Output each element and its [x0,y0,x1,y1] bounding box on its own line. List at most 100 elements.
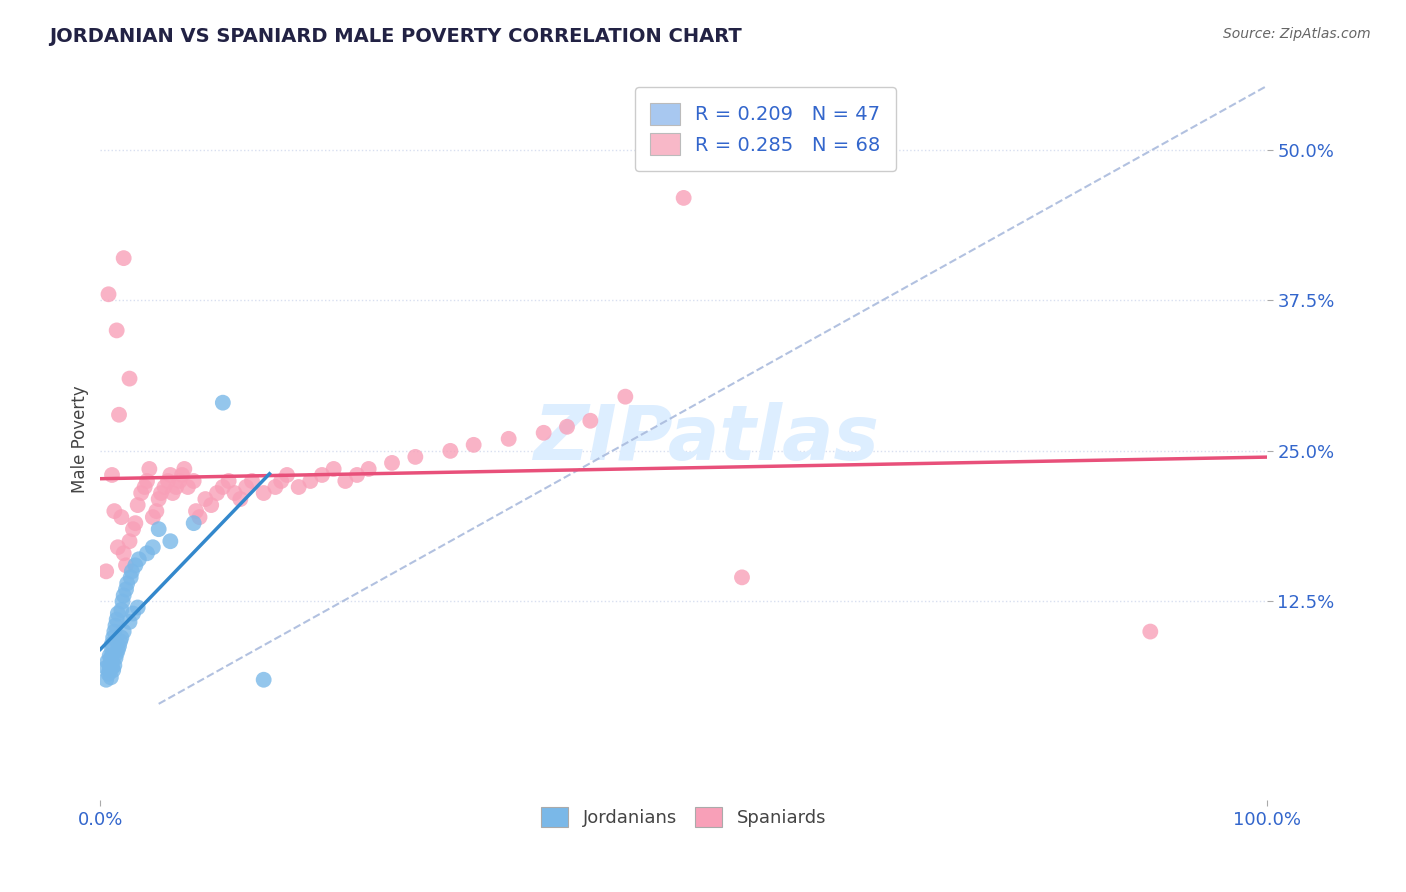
Point [173,462,195,476]
Point [614,390,637,404]
Point [169,474,191,488]
Point [127,600,149,615]
Point [96,673,118,687]
Point [162,486,184,500]
Point [183,474,205,488]
Point [235,480,257,494]
Point [177,480,200,494]
Point [211,480,233,494]
Text: Source: ZipAtlas.com: Source: ZipAtlas.com [1223,27,1371,41]
Point [533,425,555,440]
Point [98,663,121,677]
Point [299,474,322,488]
Point [129,486,152,500]
Point [240,474,263,488]
Point [498,432,520,446]
Point [105,323,128,337]
Point [108,408,131,422]
Point [165,480,187,494]
Point [107,541,129,555]
Point [205,486,228,500]
Point [103,658,125,673]
Point [194,491,217,506]
Point [122,607,145,621]
Point [188,510,211,524]
Point [120,570,142,584]
Point [136,474,159,488]
Point [439,443,461,458]
Point [211,395,233,409]
Point [134,480,156,494]
Point [115,582,138,597]
Point [142,510,165,524]
Point [183,516,205,530]
Point [118,371,141,385]
Point [322,462,344,476]
Point [335,474,357,488]
Text: JORDANIAN VS SPANIARD MALE POVERTY CORRELATION CHART: JORDANIAN VS SPANIARD MALE POVERTY CORRE… [49,27,742,45]
Text: ZIPatlas: ZIPatlas [534,401,880,475]
Point [124,516,146,530]
Point [103,504,125,518]
Point [118,534,141,549]
Point [184,504,207,518]
Point [159,467,181,482]
Point [145,504,167,518]
Point [153,480,176,494]
Point [731,570,754,584]
Point [127,498,149,512]
Point [276,467,298,482]
Point [124,558,146,573]
Point [112,546,135,560]
Point [170,467,193,482]
Point [103,624,125,639]
Point [128,552,150,566]
Point [555,419,578,434]
Point [103,631,125,645]
Point [98,648,121,663]
Point [138,462,160,476]
Point [101,661,124,675]
Point [311,467,333,482]
Point [110,510,132,524]
Point [101,642,124,657]
Point [101,467,124,482]
Point [224,486,246,500]
Point [150,486,173,500]
Point [104,651,127,665]
Point [253,673,276,687]
Point [159,534,181,549]
Point [107,642,129,657]
Point [110,631,132,645]
Point [218,474,240,488]
Point [148,522,170,536]
Point [112,589,135,603]
Point [121,565,143,579]
Point [672,191,695,205]
Point [264,480,287,494]
Point [287,480,309,494]
Y-axis label: Male Poverty: Male Poverty [72,385,89,492]
Point [115,576,138,591]
Point [97,287,120,301]
Point [105,646,128,660]
Point [346,467,368,482]
Point [97,666,120,681]
Point [148,491,170,506]
Point [253,486,276,500]
Point [200,498,222,512]
Point [98,658,121,673]
Point [108,639,131,653]
Point [107,607,129,621]
Point [118,615,141,629]
Point [100,651,122,665]
Point [115,558,138,573]
Point [96,655,118,669]
Point [101,648,124,663]
Point [108,634,131,648]
Point [270,474,292,488]
Point [101,637,124,651]
Point [110,603,132,617]
Point [100,670,122,684]
Point [104,618,127,632]
